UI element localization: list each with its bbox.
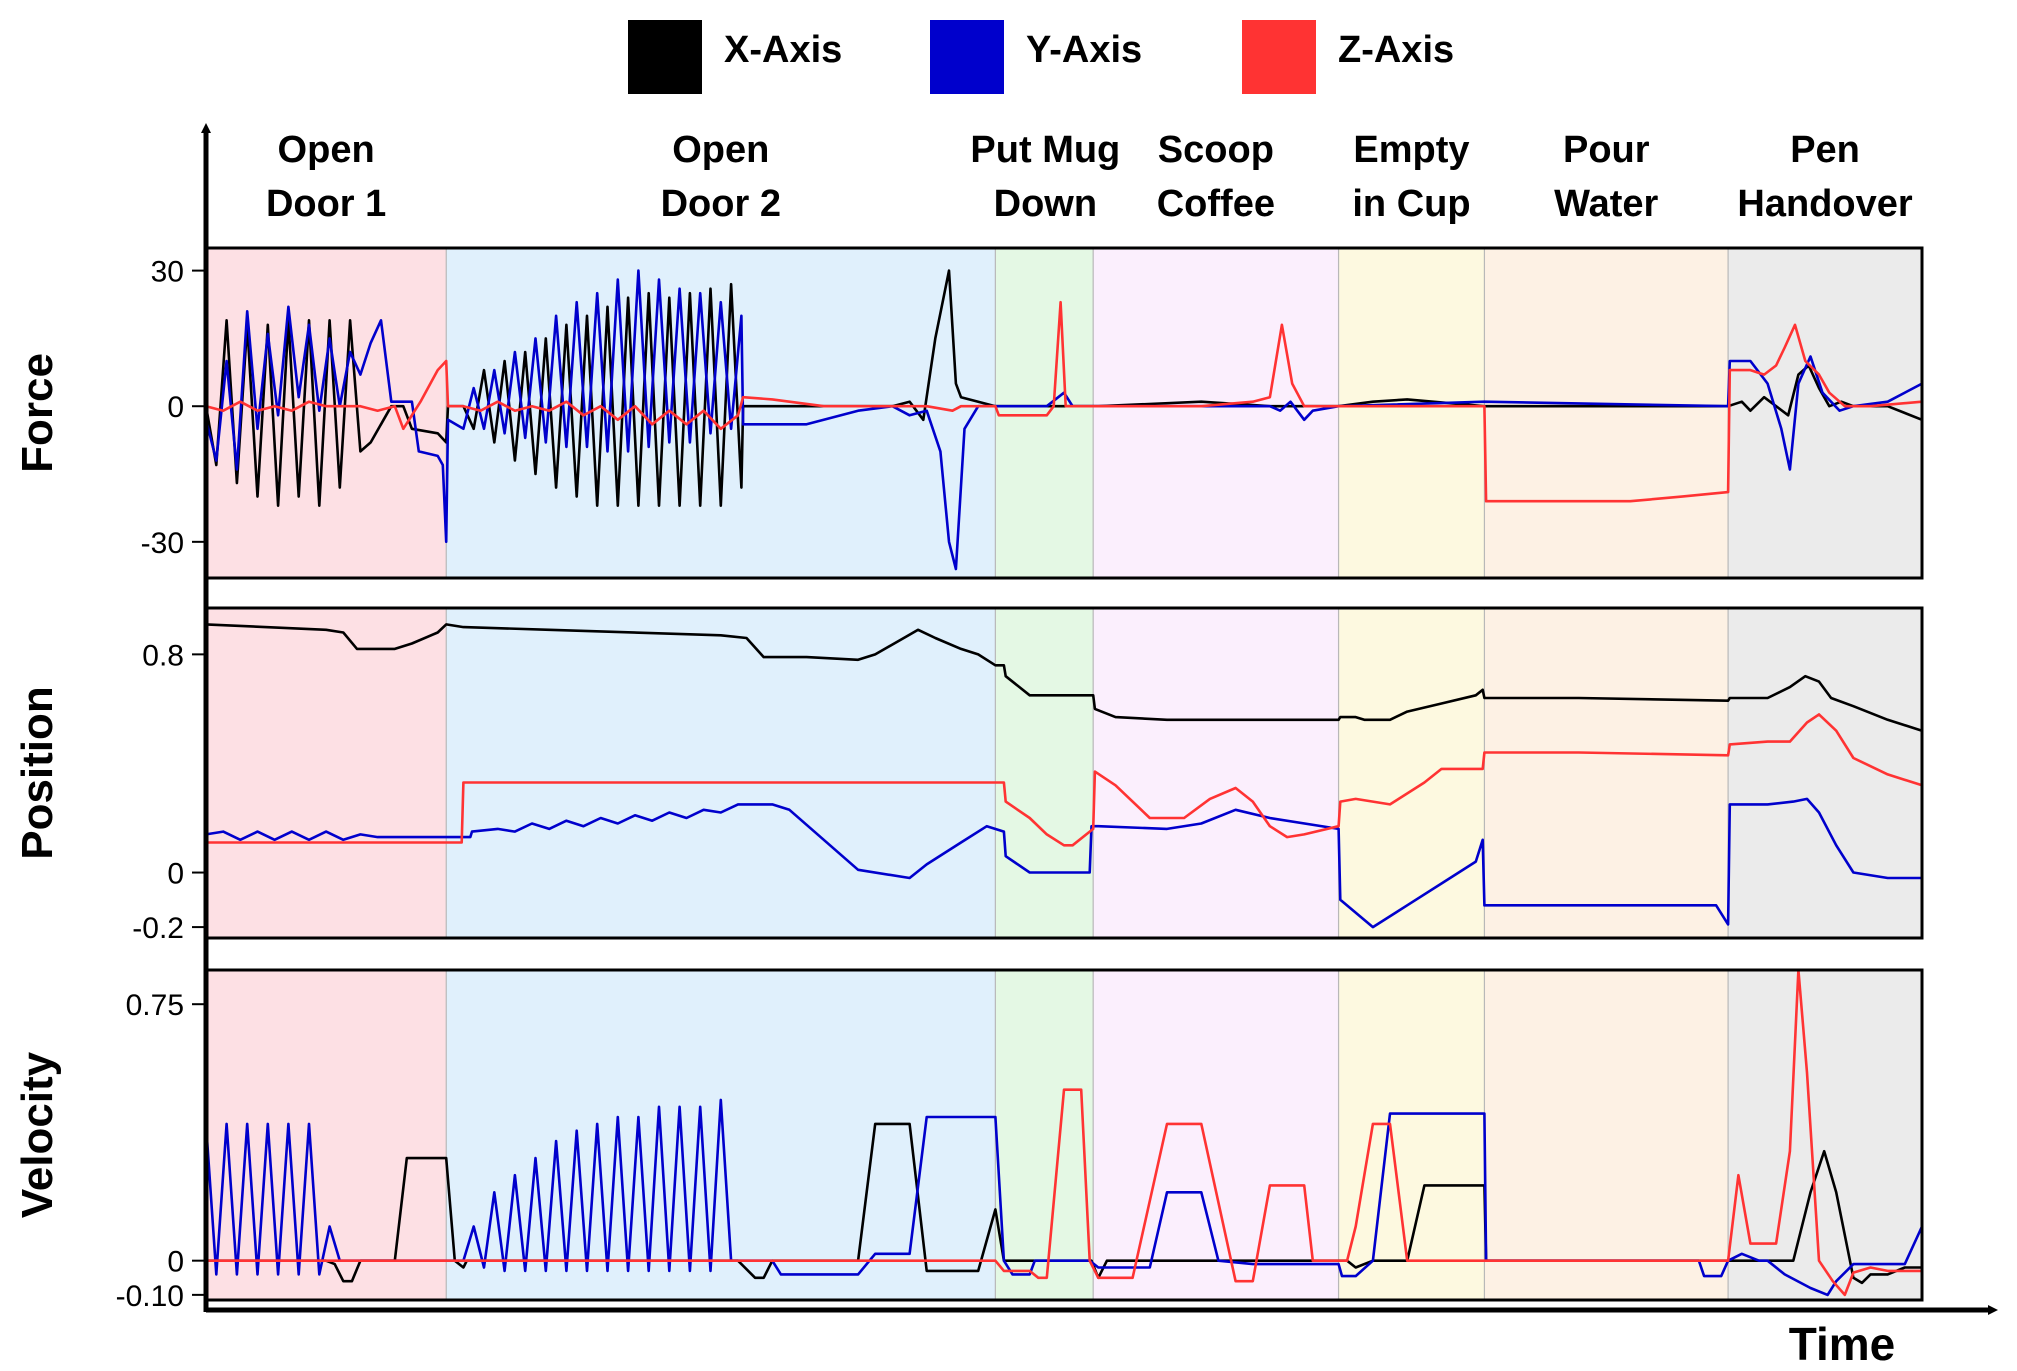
series-line-y-axis	[204, 269, 1923, 571]
phase-label: Open	[672, 129, 769, 171]
phase-label: Door 2	[661, 183, 781, 225]
phase-label: Pen	[1790, 129, 1860, 171]
y-tick-label: 0.8	[142, 639, 184, 672]
phase-label: Water	[1554, 183, 1658, 225]
phase-band	[995, 970, 1094, 1300]
series-line-y-axis	[205, 797, 1922, 929]
series-line-z-axis	[205, 300, 1923, 503]
y-axis-label: Position	[13, 686, 62, 860]
phase-band	[1093, 970, 1339, 1300]
panel-velocity: 0.75 0-0.10 Velocity	[13, 968, 1924, 1313]
phase-band	[995, 608, 1094, 938]
series-line-z-axis	[206, 968, 1922, 1297]
phase-band	[446, 970, 996, 1300]
y-tick-label: 0	[167, 391, 184, 424]
y-tick-label: -0.2	[132, 912, 184, 945]
phase-label: Scoop	[1158, 129, 1274, 171]
phase-band	[995, 248, 1094, 578]
series-line-z-axis	[206, 713, 1923, 847]
legend-label: Y-Axis	[1026, 29, 1142, 71]
legend: X-Axis Y-Axis Z-Axis	[628, 20, 1454, 94]
y-axis-label: Force	[13, 353, 62, 473]
phase-band	[206, 970, 447, 1300]
phase-band	[1338, 608, 1485, 938]
legend-swatch	[1242, 20, 1316, 94]
phase-band	[1093, 248, 1339, 578]
panels: 300-30Force0.80-0.2Position0.750-0.10Vel…	[13, 246, 1924, 1313]
phase-band	[1338, 248, 1485, 578]
phase-label: Pour	[1563, 129, 1650, 171]
phase-label: Open	[278, 129, 375, 171]
y-tick-label: 30	[151, 256, 184, 289]
phase-label: Down	[994, 183, 1097, 225]
phase-band	[1728, 970, 1922, 1300]
axes: Time	[201, 123, 1998, 1370]
phase-band	[206, 608, 447, 938]
legend-swatch	[628, 20, 702, 94]
phase-band	[1093, 608, 1339, 938]
legend-swatch	[930, 20, 1004, 94]
phase-band	[1484, 970, 1729, 1300]
y-axis-label: Velocity	[13, 1051, 62, 1218]
legend-label: Z-Axis	[1338, 29, 1454, 71]
phase-label: Coffee	[1157, 183, 1275, 225]
phase-band	[1338, 970, 1485, 1300]
panel-position: 0.8 0 -0.2 Position	[13, 606, 1924, 945]
phase-labels: Open Door 1 Open Door 2 Put Mug Down Scoop Coff…	[266, 129, 1913, 225]
panel-force: 30 0 -30 Force	[13, 246, 1924, 580]
legend-label: X-Axis	[724, 29, 842, 71]
y-tick-label: 0	[167, 1246, 184, 1279]
phase-label: Door 1	[266, 183, 386, 225]
phase-band	[1728, 248, 1922, 578]
x-axis-label: Time	[1789, 1318, 1896, 1370]
y-tick-label: 0	[167, 858, 184, 891]
y-tick-label: -0.10	[116, 1280, 184, 1313]
phase-band	[1728, 608, 1922, 938]
y-tick-label: 0.75	[126, 989, 184, 1022]
phase-label: in Cup	[1352, 183, 1470, 225]
series-line-x-axis	[204, 269, 1923, 507]
phase-band	[1484, 608, 1729, 938]
phase-label: Put Mug	[970, 129, 1120, 171]
y-tick-label: -30	[141, 527, 184, 560]
phase-band	[1484, 248, 1729, 578]
series-line-x-axis	[205, 623, 1923, 732]
phase-label: Empty	[1353, 129, 1469, 171]
phase-label: Handover	[1737, 183, 1912, 225]
phase-band	[446, 608, 996, 938]
